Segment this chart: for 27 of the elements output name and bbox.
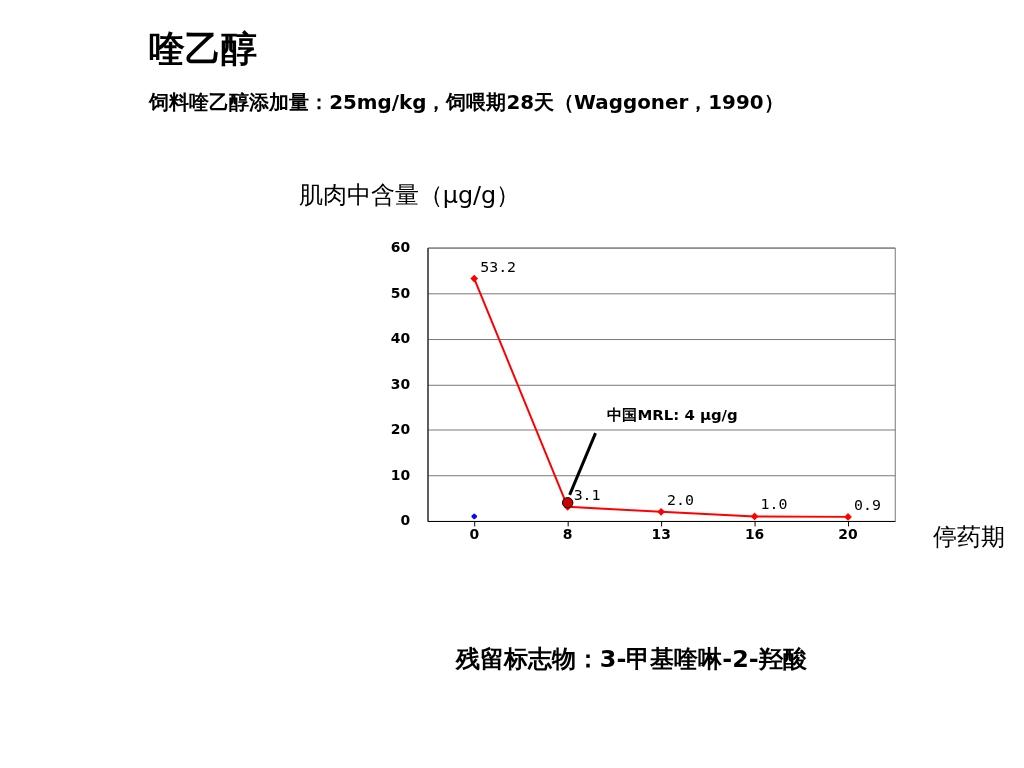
point — [844, 513, 852, 521]
x-axis-title: 停药期 — [932, 523, 1005, 552]
y-tick-label: 50 — [390, 284, 411, 301]
x-tick-label: 16 — [744, 526, 765, 543]
y-tick-label: 40 — [390, 330, 411, 347]
point — [471, 513, 477, 520]
chart-subtitle: 饲料喹乙醇添加量：25mg/kg，饲喂期28天（Waggoner，1990） — [148, 91, 784, 115]
data-label: 0.9 — [854, 495, 881, 514]
x-tick-label: 8 — [562, 526, 573, 543]
text: 残留标志物：3-甲基喹啉-2-羟酸 — [454, 645, 808, 674]
x-tick-label: 0 — [469, 526, 480, 543]
annotation: 中国MRL: 4 μg/g — [607, 406, 738, 425]
y-axis-title: 肌肉中含量（μg/g） — [298, 181, 521, 210]
data-label: 1.0 — [760, 495, 788, 514]
point — [657, 508, 665, 516]
y-tick-label: 60 — [390, 239, 411, 256]
data-label: 3.1 — [573, 485, 601, 504]
data-label: 53.2 — [480, 257, 517, 276]
y-tick-label: 30 — [390, 375, 411, 392]
chart-title: 喹乙醇 — [149, 27, 258, 69]
x-tick-label: 20 — [838, 526, 859, 543]
y-tick-label: 20 — [390, 421, 411, 438]
y-tick-label: 10 — [390, 466, 411, 483]
y-tick-label: 0 — [400, 512, 411, 529]
x-tick-label: 13 — [651, 526, 671, 543]
data-label: 2.0 — [667, 490, 695, 509]
point — [470, 274, 479, 283]
